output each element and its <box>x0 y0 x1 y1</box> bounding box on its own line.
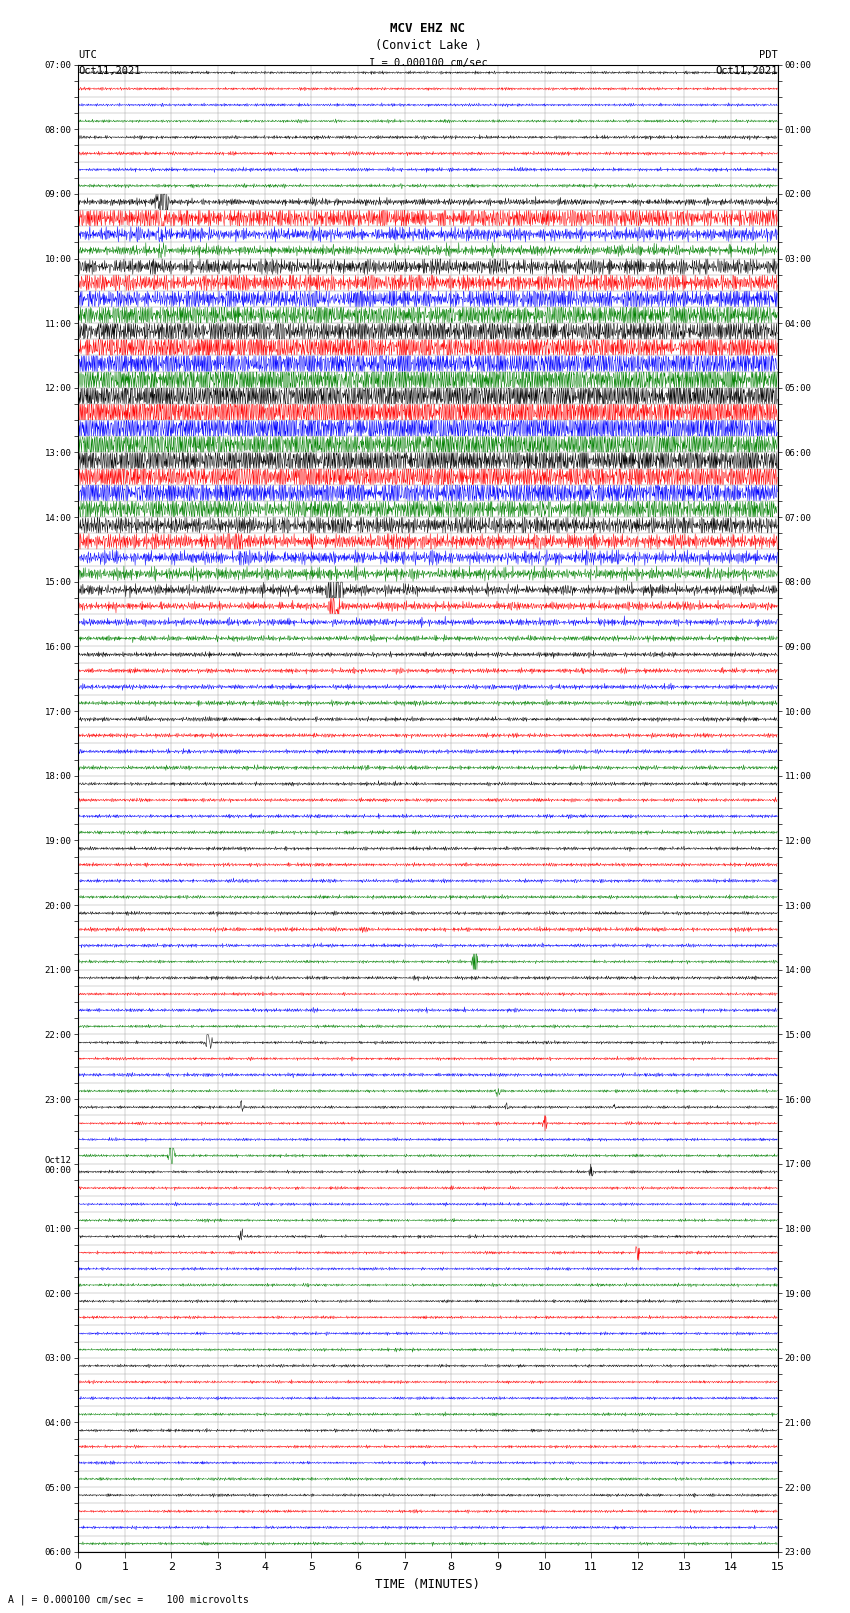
Text: MCV EHZ NC: MCV EHZ NC <box>390 23 466 35</box>
Text: PDT: PDT <box>759 50 778 60</box>
Text: (Convict Lake ): (Convict Lake ) <box>375 39 481 52</box>
Text: Oct11,2021: Oct11,2021 <box>715 66 778 76</box>
Text: Oct11,2021: Oct11,2021 <box>78 66 141 76</box>
Text: I = 0.000100 cm/sec: I = 0.000100 cm/sec <box>369 58 487 68</box>
Text: A | = 0.000100 cm/sec =    100 microvolts: A | = 0.000100 cm/sec = 100 microvolts <box>8 1594 249 1605</box>
X-axis label: TIME (MINUTES): TIME (MINUTES) <box>376 1578 480 1590</box>
Text: UTC: UTC <box>78 50 97 60</box>
